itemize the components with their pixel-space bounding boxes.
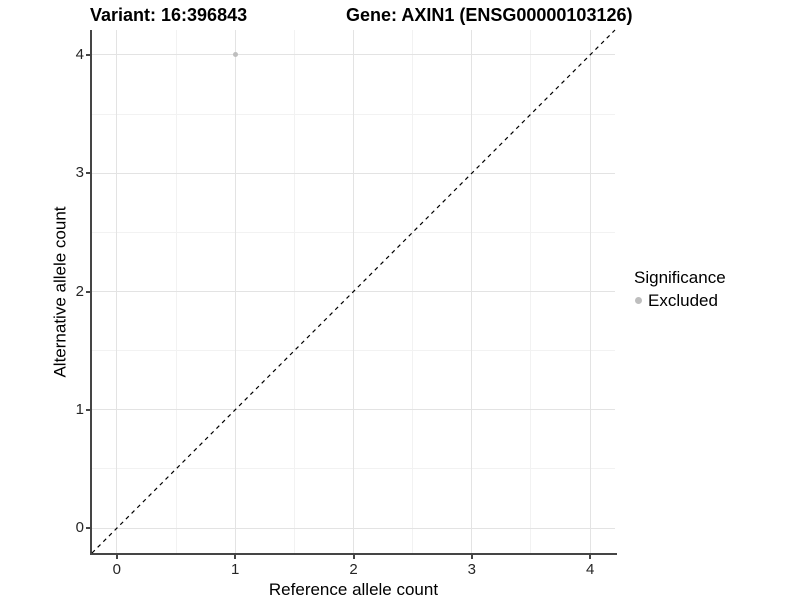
x-tick-label: 2	[349, 561, 358, 578]
x-tick-mark	[234, 555, 237, 559]
y-tick-label: 0	[75, 519, 84, 537]
legend-title: Significance	[634, 268, 726, 287]
x-tick-mark	[470, 555, 473, 559]
legend-key-dot-icon	[635, 297, 642, 304]
gridline-major-horizontal	[92, 409, 615, 411]
x-tick-label: 0	[112, 561, 122, 578]
x-axis-line	[90, 553, 617, 555]
y-tick-label: 3	[75, 164, 84, 182]
plot-panel: Reference allele count 0 1 2 3 4 0 1 2 3 4	[76, 29, 617, 599]
y-tick-mark	[86, 408, 90, 411]
legend-entries: Excluded	[634, 291, 726, 310]
x-tick-label: 1	[231, 561, 240, 578]
y-tick-mark	[86, 53, 90, 56]
x-tick-label: 4	[585, 561, 595, 578]
x-tick-mark	[589, 555, 592, 559]
identity-line	[91, 29, 616, 554]
x-axis-title: Reference allele count	[268, 580, 439, 599]
legend: Significance Excluded	[634, 268, 726, 310]
y-tick-label: 4	[75, 45, 84, 63]
y-tick-mark	[86, 527, 90, 530]
legend-entry: Excluded	[634, 291, 726, 310]
y-tick-label: 2	[75, 282, 84, 300]
y-axis-line	[90, 30, 92, 555]
legend-entry-label: Excluded	[648, 291, 718, 310]
gridline-major-horizontal	[92, 54, 615, 56]
y-tick-mark	[86, 290, 90, 293]
gridline-major-horizontal	[92, 172, 615, 174]
x-tick-label: 3	[467, 561, 476, 578]
data-point	[232, 52, 238, 58]
plot-title-gene: Gene: AXIN1 (ENSG00000103126)	[346, 5, 633, 25]
gridline-major-horizontal	[92, 527, 615, 529]
y-tick-label: 1	[75, 400, 84, 418]
x-tick-mark	[115, 555, 118, 559]
y-tick-mark	[86, 172, 90, 175]
x-tick-mark	[352, 555, 355, 559]
plot-title-variant: Variant: 16:396843	[90, 5, 248, 25]
